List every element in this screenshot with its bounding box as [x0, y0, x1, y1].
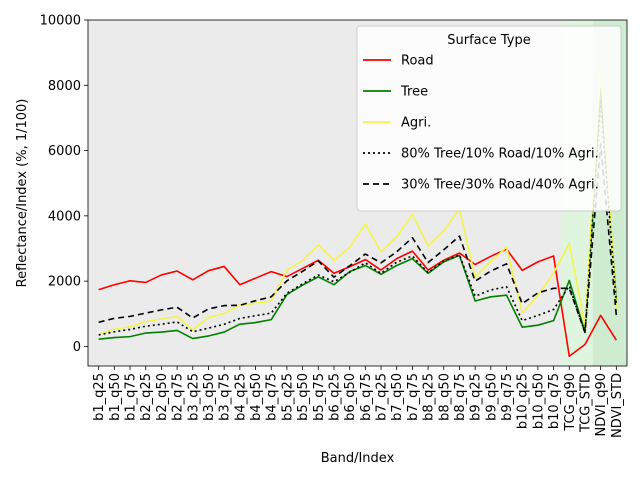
plot-frame	[87, 19, 628, 367]
x-tick-label: NDVI_q90	[594, 373, 609, 437]
series-line	[98, 87, 618, 341]
x-tick-label: b3_q25	[186, 373, 201, 421]
legend-label: Road	[401, 54, 434, 69]
x-tick-label: b10_q25	[516, 373, 531, 429]
x-tick-label: TCG_STD	[578, 373, 593, 433]
x-tick-label: b5_q75	[312, 373, 327, 421]
x-tick-label: b9_q50	[484, 373, 499, 421]
series-line	[98, 248, 618, 358]
legend-label: 80% Tree/10% Road/10% Agri.	[401, 147, 599, 162]
series-line	[98, 143, 618, 334]
x-tick-label: b1_q25	[92, 373, 107, 421]
y-tick-label: 10000	[40, 14, 81, 29]
series-line	[98, 100, 618, 336]
x-tick-label: b4_q50	[249, 373, 264, 421]
x-axis-ticks: b1_q25 b1_q50 b1_q75 b2_q25 b2_q50 b2_q75 b3_q…	[92, 366, 625, 438]
x-tick-label: b3_q75	[218, 373, 233, 421]
x-tick-label: b8_q50	[437, 373, 452, 421]
legend-title: Surface Type	[447, 33, 531, 48]
x-tick-label: b8_q75	[453, 373, 468, 421]
x-tick-label: TCG_q90	[563, 373, 578, 432]
y-tick-label: 6000	[48, 144, 81, 159]
x-tick-label: b10_q50	[531, 373, 546, 429]
x-tick-label: b7_q25	[375, 373, 390, 421]
x-tick-label: b10_q75	[547, 373, 562, 429]
legend-label: Agri.	[401, 116, 431, 131]
y-tick-label: 8000	[48, 79, 81, 94]
y-tick-label: 0	[73, 340, 81, 355]
x-tick-label: b6_q75	[359, 373, 374, 421]
x-tick-label: b5_q25	[280, 373, 295, 421]
legend-label: Tree	[400, 85, 428, 100]
legend-label: 30% Tree/30% Road/40% Agri.	[401, 178, 599, 193]
legend: Surface Type Road Tree Agri. 80% Tree/10% R…	[356, 25, 622, 212]
legend-items: Road Tree Agri. 80% Tree/10% Road/10% Agri.…	[363, 54, 599, 193]
x-tick-label: b7_q75	[406, 373, 421, 421]
x-tick-label: b9_q25	[469, 373, 484, 421]
x-tick-label: b1_q50	[108, 373, 123, 421]
y-tick-label: 4000	[48, 209, 81, 224]
x-tick-label: b3_q50	[202, 373, 217, 421]
y-axis-label: Reflectance/Index (%, 1/100)	[15, 99, 30, 288]
x-tick-label: b4_q75	[265, 373, 280, 421]
x-tick-label: b2_q75	[171, 373, 186, 421]
x-tick-label: b5_q50	[296, 373, 311, 421]
x-tick-label: b9_q75	[500, 373, 515, 421]
series-line	[98, 67, 618, 336]
y-tick-label: 2000	[48, 275, 81, 290]
legend-box	[356, 25, 622, 212]
series-lines	[98, 67, 618, 358]
x-axis-label: Band/Index	[321, 451, 395, 466]
x-tick-label: b2_q25	[139, 373, 154, 421]
x-tick-label: b2_q50	[155, 373, 170, 421]
x-tick-label: b8_q25	[422, 373, 437, 421]
y-axis-ticks: 0 2000 4000 6000 8000 10000	[40, 14, 88, 355]
x-tick-label: b7_q50	[390, 373, 405, 421]
x-tick-label: b1_q75	[124, 373, 139, 421]
x-tick-label: b6_q50	[343, 373, 358, 421]
x-tick-label: b4_q25	[233, 373, 248, 421]
x-tick-label: b6_q25	[327, 373, 342, 421]
x-tick-label: NDVI_STD	[610, 373, 625, 438]
